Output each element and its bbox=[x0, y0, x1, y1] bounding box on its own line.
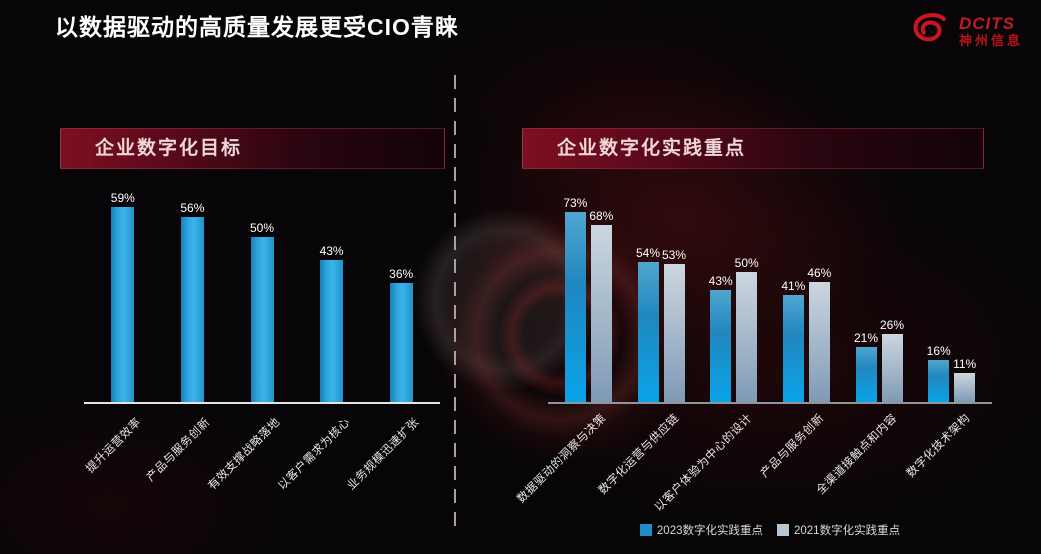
bar bbox=[250, 237, 274, 402]
category-label: 产品与服务创新 bbox=[759, 412, 827, 481]
category-label: 有效支撑战略落地 bbox=[206, 416, 283, 493]
value-label: 21% bbox=[853, 331, 879, 346]
dcits-logo: DCITS 神州信息 bbox=[909, 10, 1023, 53]
legend-item-2023: 2023数字化实践重点 bbox=[639, 522, 763, 538]
legend-label-2023: 2023数字化实践重点 bbox=[656, 525, 763, 537]
category-label: 提升运营效率 bbox=[84, 416, 144, 476]
right-panel-header: 企业数字化实践重点 bbox=[557, 138, 747, 159]
page-title: 以数据驱动的高质量发展更受CIO青睐 bbox=[55, 14, 459, 40]
value-label: 54% bbox=[635, 245, 661, 260]
value-label: 50% bbox=[734, 256, 759, 270]
bar bbox=[808, 282, 830, 402]
value-label: 16% bbox=[926, 344, 951, 359]
bar bbox=[663, 264, 685, 402]
legend-swatch-2021 bbox=[777, 524, 789, 536]
bar bbox=[180, 217, 204, 402]
value-label: 26% bbox=[879, 318, 905, 333]
legend-item-2021: 2021数字化实践重点 bbox=[777, 522, 900, 538]
value-label: 68% bbox=[589, 209, 614, 224]
category-label: 全渠道接触点和内容 bbox=[814, 412, 900, 497]
logo-company-text: 神州信息 bbox=[958, 32, 1023, 48]
value-label: 73% bbox=[563, 196, 588, 211]
right-panel-header-banner: 企业数字化实践重点 bbox=[522, 128, 984, 169]
bar bbox=[736, 272, 758, 402]
bar bbox=[564, 212, 586, 402]
right-chart-category-labels: 数据驱动的洞察与决策 数字化运营与供应链 以客户体验为中心的设计 产品与服务创新 全渠道… bbox=[516, 406, 988, 521]
bar bbox=[637, 261, 659, 402]
left-panel-header-banner: 企业数字化目标 bbox=[60, 128, 445, 169]
value-label: 43% bbox=[708, 274, 733, 289]
left-panel-header: 企业数字化目标 bbox=[95, 138, 243, 159]
dcits-swirl-icon bbox=[909, 10, 953, 53]
right-bar-chart: 73% 68% 54% 53% 43% 50% 41% 46% 21% 26% 16% 11% bbox=[548, 196, 992, 404]
bar bbox=[710, 290, 732, 402]
value-label: 56% bbox=[180, 201, 205, 216]
category-label: 以客户需求为核心 bbox=[275, 416, 353, 493]
value-label: 11% bbox=[953, 357, 977, 372]
value-label: 41% bbox=[781, 279, 806, 294]
value-label: 53% bbox=[661, 248, 687, 263]
category-label: 产品与服务创新 bbox=[145, 416, 214, 485]
value-label: 50% bbox=[249, 221, 275, 235]
value-label: 36% bbox=[389, 267, 414, 282]
bar bbox=[590, 225, 612, 402]
bar bbox=[320, 260, 344, 402]
left-chart-axis bbox=[84, 402, 440, 404]
legend-swatch-2023 bbox=[639, 524, 652, 536]
right-chart-legend: 2023数字化实践重点 2021数字化实践重点 bbox=[552, 522, 988, 538]
logo-brand-text: DCITS bbox=[958, 14, 1015, 33]
bar bbox=[855, 347, 877, 402]
category-label: 业务规模迅速扩张 bbox=[345, 416, 422, 493]
bar bbox=[782, 295, 804, 402]
value-label: 59% bbox=[110, 191, 135, 206]
left-chart-category-labels: 提升运营效率 产品与服务创新 有效支撑战略落地 以客户需求为核心 业务规模迅速扩张 bbox=[84, 410, 436, 525]
vertical-dashed-divider bbox=[454, 75, 456, 530]
category-label: 数据驱动的洞察与决策 bbox=[515, 412, 609, 506]
left-bar-chart: 59% 56% 50% 43% 36% bbox=[84, 190, 440, 404]
right-chart-axis bbox=[548, 402, 992, 404]
bar bbox=[389, 283, 413, 402]
bar bbox=[111, 207, 135, 402]
legend-label-2021: 2021数字化实践重点 bbox=[794, 525, 901, 537]
category-label: 数字化技术架构 bbox=[904, 412, 973, 481]
bar bbox=[954, 373, 976, 402]
bar bbox=[881, 334, 903, 402]
value-label: 43% bbox=[319, 244, 344, 259]
value-label: 46% bbox=[807, 266, 832, 281]
bar bbox=[928, 360, 950, 402]
